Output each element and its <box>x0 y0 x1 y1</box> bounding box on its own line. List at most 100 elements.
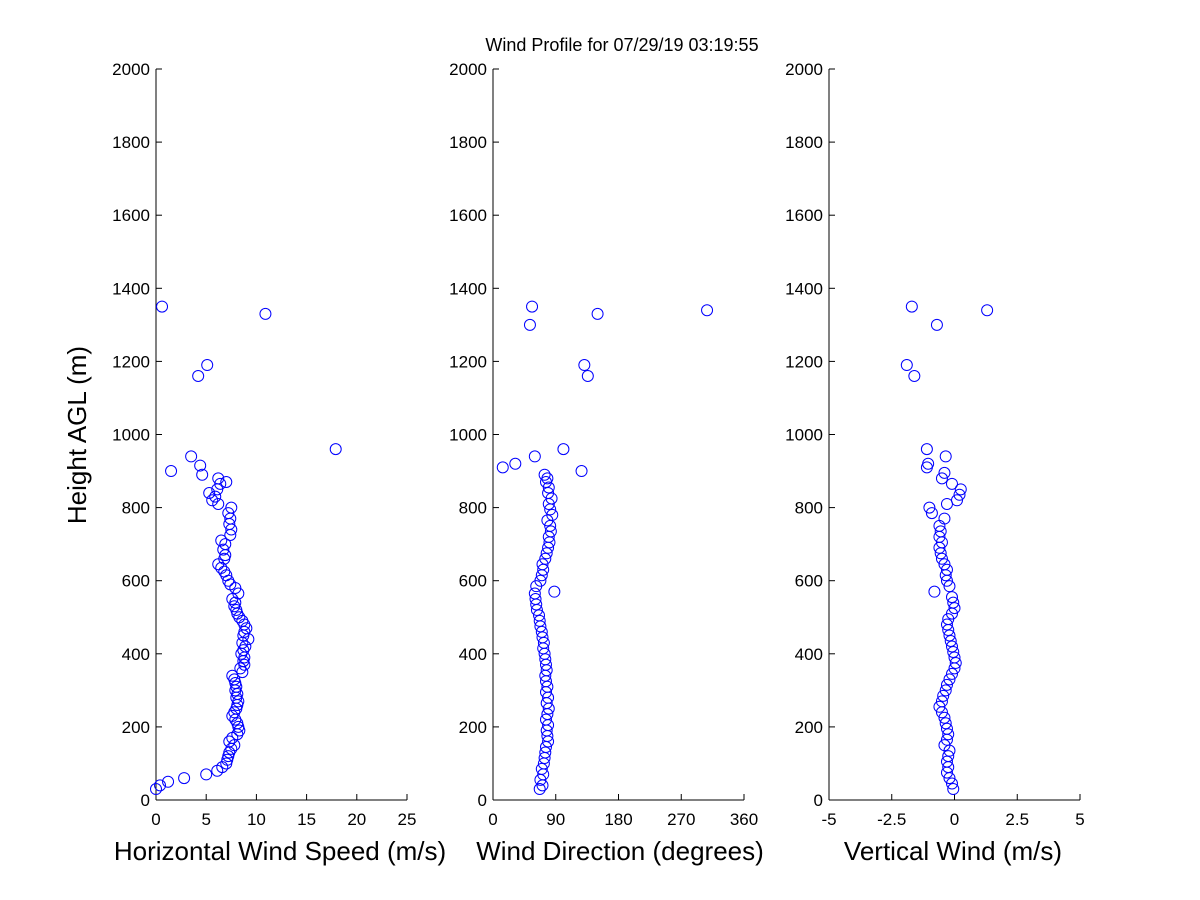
data-point <box>940 722 953 735</box>
x-tick-label: 90 <box>546 810 565 829</box>
panel-wind-direction: 0 200 400 600 800 1000 1200 1400 1600 1800 2000 0 9… <box>449 60 764 866</box>
y-tick-label: 1600 <box>112 206 150 225</box>
data-markers <box>496 300 714 796</box>
data-point <box>938 558 951 571</box>
data-point <box>203 486 216 499</box>
data-point <box>234 662 247 675</box>
data-point <box>539 713 552 726</box>
x-tick-label: 0 <box>151 810 160 829</box>
y-tick-label: 800 <box>459 499 487 518</box>
data-point <box>232 587 245 600</box>
data-point <box>156 300 169 313</box>
data-point <box>948 651 961 664</box>
data-point <box>200 768 213 781</box>
y-tick-label: 1400 <box>112 279 150 298</box>
y-tick-label: 200 <box>122 718 150 737</box>
data-point <box>937 689 950 702</box>
y-tick-label: 200 <box>459 718 487 737</box>
y-ticks: 0 200 400 600 800 1000 1200 1400 1600 1800 2000 <box>112 60 162 810</box>
y-tick-label: 1600 <box>449 206 487 225</box>
data-point <box>544 525 557 538</box>
data-point <box>232 720 245 733</box>
x-tick-label: 10 <box>247 810 266 829</box>
y-ticks: 0 200 400 600 800 1000 1200 1400 1600 1800 2000 <box>785 60 835 810</box>
data-point <box>228 600 241 613</box>
data-point <box>944 635 957 648</box>
data-point <box>945 640 958 653</box>
x-tick-label: 5 <box>201 810 210 829</box>
y-tick-label: 1000 <box>785 426 823 445</box>
y-tick-label: 0 <box>814 791 823 810</box>
data-point <box>533 609 546 622</box>
data-point <box>509 457 522 470</box>
x-tick-label: 360 <box>730 810 758 829</box>
data-point <box>225 501 238 514</box>
data-point <box>546 508 559 521</box>
y-axis-label: Height AGL (m) <box>62 346 92 524</box>
data-point <box>329 443 342 456</box>
data-point <box>150 783 162 796</box>
y-tick-label: 600 <box>459 572 487 591</box>
data-point <box>539 746 552 759</box>
data-point <box>940 618 953 631</box>
x-ticks: 0 90 180 270 360 <box>488 794 758 829</box>
data-point <box>206 494 219 507</box>
data-point <box>548 585 561 598</box>
data-point <box>940 755 953 768</box>
x-tick-label: 0 <box>950 810 959 829</box>
data-point <box>496 461 509 474</box>
data-point <box>942 750 955 763</box>
data-point <box>951 494 964 507</box>
data-point <box>945 591 958 604</box>
data-point <box>905 300 918 313</box>
y-tick-label: 2000 <box>112 60 150 79</box>
data-point <box>934 525 947 538</box>
x-tick-label: 25 <box>398 810 417 829</box>
data-point <box>939 450 952 463</box>
data-point <box>230 680 243 693</box>
x-ticks: 0 5 10 15 20 25 <box>151 794 416 829</box>
y-tick-label: 600 <box>122 572 150 591</box>
data-point <box>920 443 933 456</box>
data-point <box>575 465 588 478</box>
data-point <box>981 304 994 317</box>
y-tick-label: 0 <box>478 791 487 810</box>
y-tick-label: 200 <box>795 718 823 737</box>
data-point <box>542 481 555 494</box>
data-point <box>938 711 951 724</box>
data-point <box>591 307 604 320</box>
data-point <box>900 359 913 372</box>
data-point <box>165 465 178 478</box>
x-tick-label: 0 <box>488 810 497 829</box>
data-point <box>533 783 546 796</box>
data-point <box>178 772 191 785</box>
data-point <box>581 370 594 383</box>
data-point <box>535 762 548 775</box>
data-point <box>194 459 207 472</box>
data-point <box>935 695 948 708</box>
x-tick-label: 2.5 <box>1005 810 1029 829</box>
data-point <box>185 450 198 463</box>
data-point <box>218 565 231 578</box>
y-tick-label: 1000 <box>449 426 487 445</box>
data-point <box>533 614 546 627</box>
data-point <box>215 534 228 547</box>
data-point <box>922 457 935 470</box>
data-point <box>945 477 958 490</box>
data-point <box>945 667 958 680</box>
y-ticks: 0 200 400 600 800 1000 1200 1400 1600 1800 2000 <box>449 60 499 810</box>
y-tick-label: 0 <box>141 791 150 810</box>
data-point <box>953 488 966 501</box>
data-point <box>938 466 951 479</box>
y-tick-label: 1800 <box>449 133 487 152</box>
y-tick-label: 400 <box>795 645 823 664</box>
data-point <box>523 318 536 331</box>
data-point <box>222 750 235 763</box>
y-tick-label: 400 <box>122 645 150 664</box>
data-point <box>528 587 541 600</box>
data-point <box>930 318 943 331</box>
x-tick-label: 180 <box>604 810 632 829</box>
panel-vertical-wind: 0 200 400 600 800 1000 1200 1400 1600 1800 2000 -5… <box>785 60 1085 866</box>
x-tick-label: 270 <box>667 810 695 829</box>
